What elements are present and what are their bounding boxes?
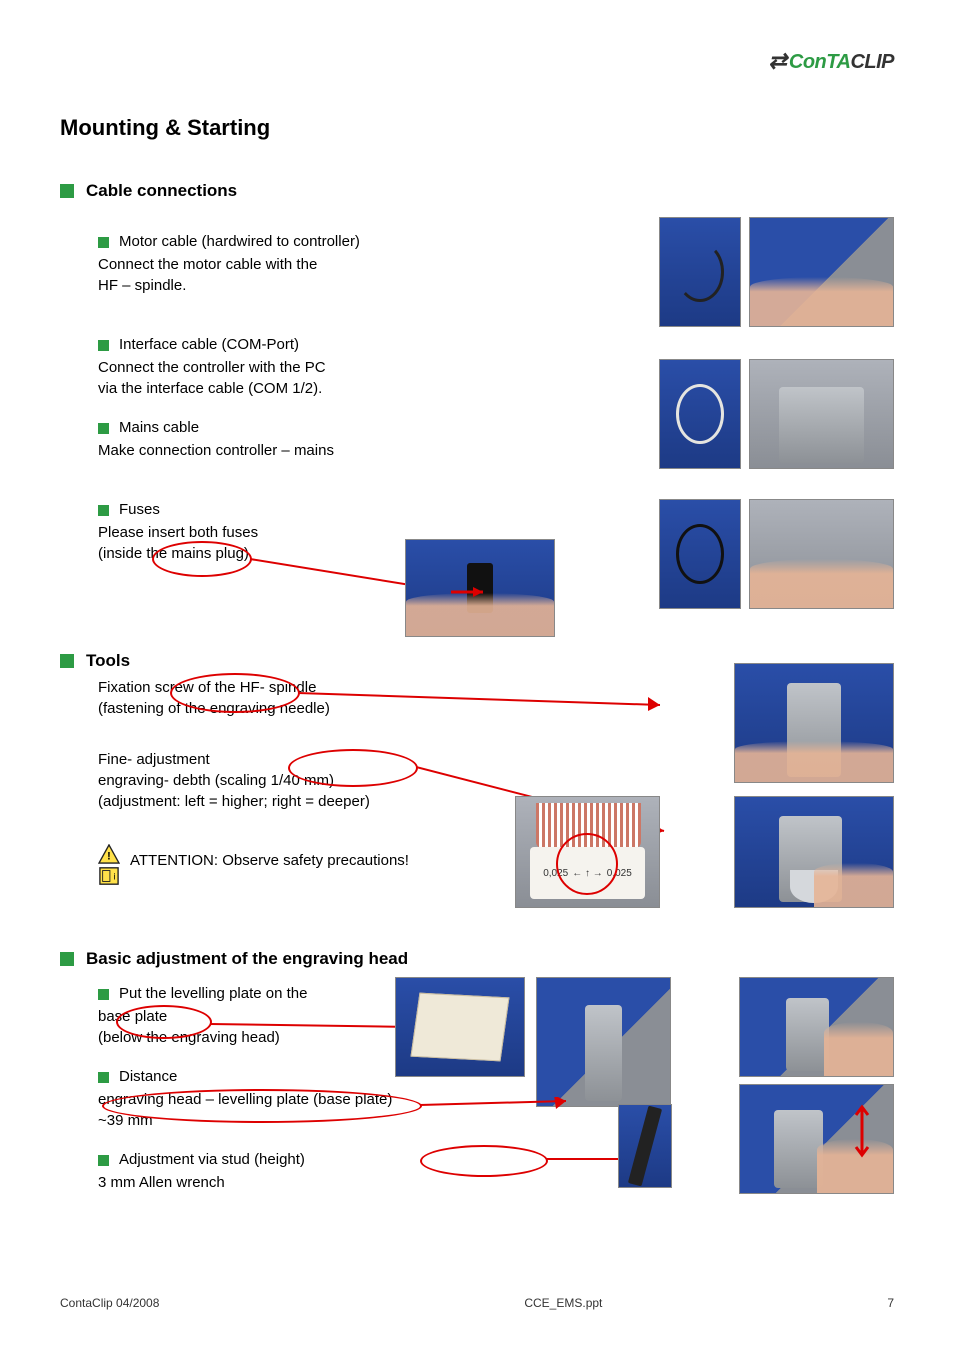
warning-triangle-icon: !	[98, 844, 120, 864]
step2-heading: Tools	[86, 651, 130, 671]
photo-mains-cable	[659, 499, 741, 609]
bullet-square-small-icon	[98, 1072, 109, 1083]
callout-oval-fineadj	[288, 749, 418, 787]
step3-sub3-l1: Adjustment via stud (height)	[119, 1151, 305, 1168]
bullet-square-small-icon	[98, 1155, 109, 1166]
step1-sub4-l1: Fuses	[119, 501, 160, 518]
photo-interface-cable	[659, 359, 741, 469]
page: ⇄ ConTA CLIP Mounting & Starting Cable c…	[0, 0, 954, 1350]
callout-arrow-distance	[420, 1097, 580, 1121]
step3-heading: Basic adjustment of the engraving head	[86, 949, 408, 969]
content: Mounting & Starting Cable connections Mo…	[60, 100, 894, 1209]
callout-oval-baseplate	[116, 1005, 212, 1039]
photo-levelling-plate	[395, 977, 525, 1077]
svg-text:i: i	[114, 872, 116, 882]
manual-icon: i	[98, 866, 120, 886]
bullet-square-icon	[60, 952, 74, 966]
bullet-square-small-icon	[98, 237, 109, 248]
logo-clip: CLIP	[850, 51, 894, 74]
callout-arrow-baseplate	[210, 1019, 425, 1033]
step1-sub1-l1: Motor cable (hardwired to controller)	[119, 233, 360, 250]
logo-conta: ConTA	[789, 51, 851, 74]
step3-sub1-l1: Put the levelling plate on the	[119, 985, 307, 1002]
photo-interface-connect	[749, 359, 894, 469]
section-basic-adjustment: Basic adjustment of the engraving head P…	[60, 949, 894, 1209]
step1-sub2-l1: Interface cable (COM-Port)	[119, 336, 299, 353]
callout-arrow-fixation	[298, 687, 673, 715]
logo-arrow-icon: ⇄	[768, 48, 786, 74]
bullet-square-small-icon	[98, 505, 109, 516]
photo-engraving-head-side	[739, 977, 894, 1077]
photo-fine-adjust-hand	[734, 796, 894, 908]
photo-spindle-screw	[734, 663, 894, 783]
bullet-square-small-icon	[98, 989, 109, 1000]
callout-oval-distance	[102, 1089, 422, 1123]
footer-center: CCE_EMS.ppt	[444, 1296, 602, 1310]
photo-fuses	[405, 539, 555, 637]
step1-heading: Cable connections	[86, 181, 237, 201]
footer-right: 7	[887, 1296, 894, 1310]
photo-motor-cable-connect	[749, 217, 894, 327]
section-tools: Tools Fixation screw of the HF- spindle …	[60, 651, 894, 931]
callout-oval-stud	[420, 1145, 548, 1177]
photo-motor-cable	[659, 217, 741, 327]
photo-mains-connect	[749, 499, 894, 609]
logo: ⇄ ConTA CLIP	[768, 48, 894, 74]
step1-sub3-l1: Mains cable	[119, 419, 199, 436]
bullet-square-icon	[60, 654, 74, 668]
photo-fine-adjust-scale: 0,025 ← ↑ → 0,025	[515, 796, 660, 908]
section-cable-connections: Cable connections Motor cable (hardwired…	[60, 181, 894, 651]
footer-left: ContaClip 04/2008	[60, 1296, 159, 1310]
callout-updown-arrow-icon	[853, 1103, 871, 1164]
step3-sub2-l1: Distance	[119, 1068, 177, 1085]
footer: ContaClip 04/2008 CCE_EMS.ppt 7	[60, 1296, 894, 1310]
photo-engraving-head-on-plate	[536, 977, 671, 1107]
photo-allen-wrench	[618, 1104, 672, 1188]
svg-text:!: !	[107, 850, 111, 862]
photo-stud-adjust	[739, 1084, 894, 1194]
callout-oval-fuses	[152, 541, 252, 577]
callout-oval-fixation	[170, 673, 300, 713]
bullet-square-icon	[60, 184, 74, 198]
bullet-square-small-icon	[98, 423, 109, 434]
page-title: Mounting & Starting	[60, 115, 894, 141]
callout-circle-scale	[556, 833, 618, 895]
bullet-square-small-icon	[98, 340, 109, 351]
